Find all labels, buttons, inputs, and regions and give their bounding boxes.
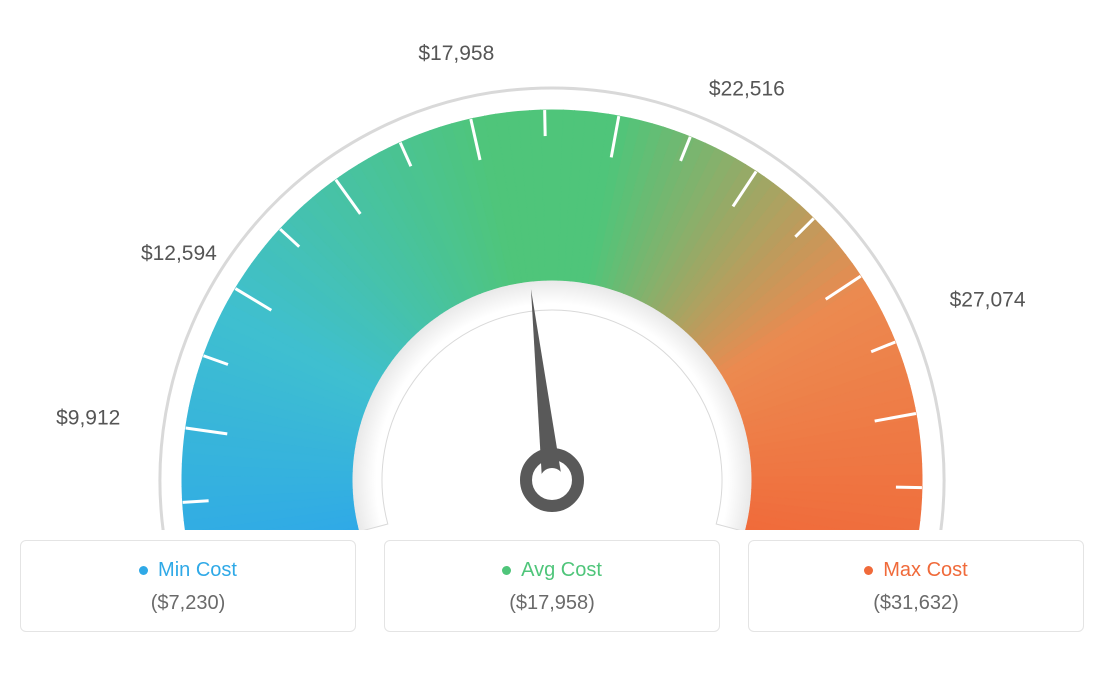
gauge-tick-label: $12,594	[141, 242, 217, 265]
legend-value-avg: ($17,958)	[395, 592, 709, 615]
legend-row: Min Cost ($7,230) Avg Cost ($17,958) Max…	[20, 540, 1084, 632]
legend-title-min-text: Min Cost	[158, 559, 237, 582]
legend-card-avg: Avg Cost ($17,958)	[384, 540, 720, 632]
legend-value-max: ($31,632)	[759, 592, 1073, 615]
legend-value-min: ($7,230)	[31, 592, 345, 615]
gauge-tick-label: $27,074	[950, 289, 1026, 312]
legend-card-max: Max Cost ($31,632)	[748, 540, 1084, 632]
legend-card-min: Min Cost ($7,230)	[20, 540, 356, 632]
dot-min-icon	[139, 566, 148, 575]
legend-title-max-text: Max Cost	[883, 559, 967, 582]
dot-max-icon	[864, 566, 873, 575]
legend-title-avg-text: Avg Cost	[521, 559, 602, 582]
gauge-tick-label: $17,958	[418, 42, 494, 65]
legend-title-max: Max Cost	[864, 559, 967, 582]
gauge-tick-label: $9,912	[56, 406, 120, 429]
gauge-tick-label: $22,516	[709, 78, 785, 101]
cost-gauge-chart: $7,230$9,912$12,594$17,958$22,516$27,074…	[20, 20, 1084, 520]
legend-title-avg: Avg Cost	[502, 559, 602, 582]
legend-title-min: Min Cost	[139, 559, 237, 582]
dot-avg-icon	[502, 566, 511, 575]
